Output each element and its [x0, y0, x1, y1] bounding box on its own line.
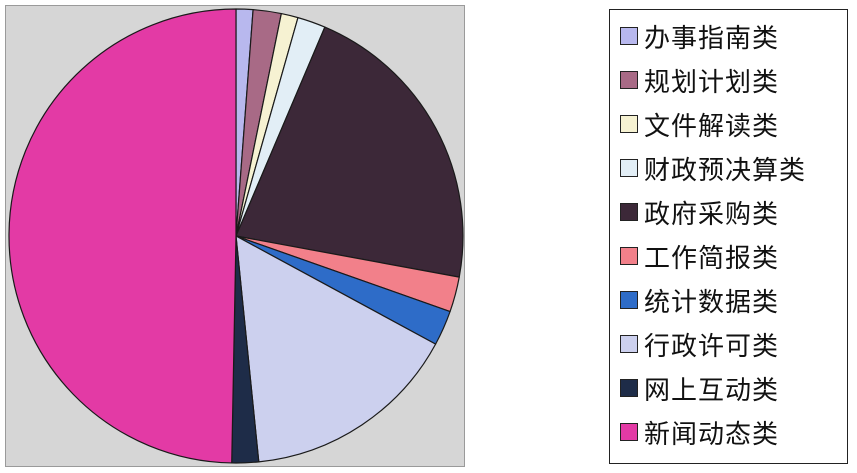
- legend-label-4: 财政预决算类: [644, 155, 807, 186]
- legend-item-6: 工作简报类: [620, 236, 779, 276]
- legend-label-8: 行政许可类: [644, 331, 780, 362]
- legend-item-1: 办事指南类: [620, 16, 779, 56]
- legend-label-10: 新闻动态类: [644, 419, 780, 450]
- legend-item-7: 统计数据类: [620, 280, 779, 320]
- legend-swatch-5: [620, 203, 638, 221]
- pie-slice-5: [235, 26, 464, 278]
- legend-swatch-9: [620, 379, 638, 397]
- legend-swatch-6: [620, 247, 638, 265]
- legend-swatch-8: [620, 335, 638, 353]
- legend-item-10: 新闻动态类: [620, 412, 779, 452]
- legend-label-6: 工作简报类: [644, 243, 780, 274]
- legend-swatch-4: [620, 159, 638, 177]
- pie-plot-area: [5, 5, 465, 467]
- pie-chart: [8, 8, 464, 464]
- legend-swatch-3: [620, 115, 638, 133]
- legend-item-4: 财政预决算类: [620, 148, 806, 188]
- legend-swatch-7: [620, 291, 638, 309]
- legend-item-8: 行政许可类: [620, 324, 779, 364]
- legend-item-5: 政府采购类: [620, 192, 779, 232]
- legend-label-3: 文件解读类: [644, 111, 780, 142]
- legend-label-5: 政府采购类: [644, 199, 780, 230]
- legend-swatch-2: [620, 71, 638, 89]
- pie-slice-10: [8, 8, 237, 464]
- legend-label-9: 网上互动类: [644, 375, 780, 406]
- legend-item-2: 规划计划类: [620, 60, 779, 100]
- legend-label-2: 规划计划类: [644, 67, 780, 98]
- legend-item-3: 文件解读类: [620, 104, 779, 144]
- legend-label-7: 统计数据类: [644, 287, 780, 318]
- legend-item-9: 网上互动类: [620, 368, 779, 408]
- pie-slice-8: [235, 235, 437, 463]
- legend-swatch-10: [620, 423, 638, 441]
- legend-swatch-1: [620, 27, 638, 45]
- legend: 办事指南类规划计划类文件解读类财政预决算类 政府采购类工作简报类统计数据类行政许可…: [609, 9, 848, 464]
- legend-label-1: 办事指南类: [644, 23, 780, 54]
